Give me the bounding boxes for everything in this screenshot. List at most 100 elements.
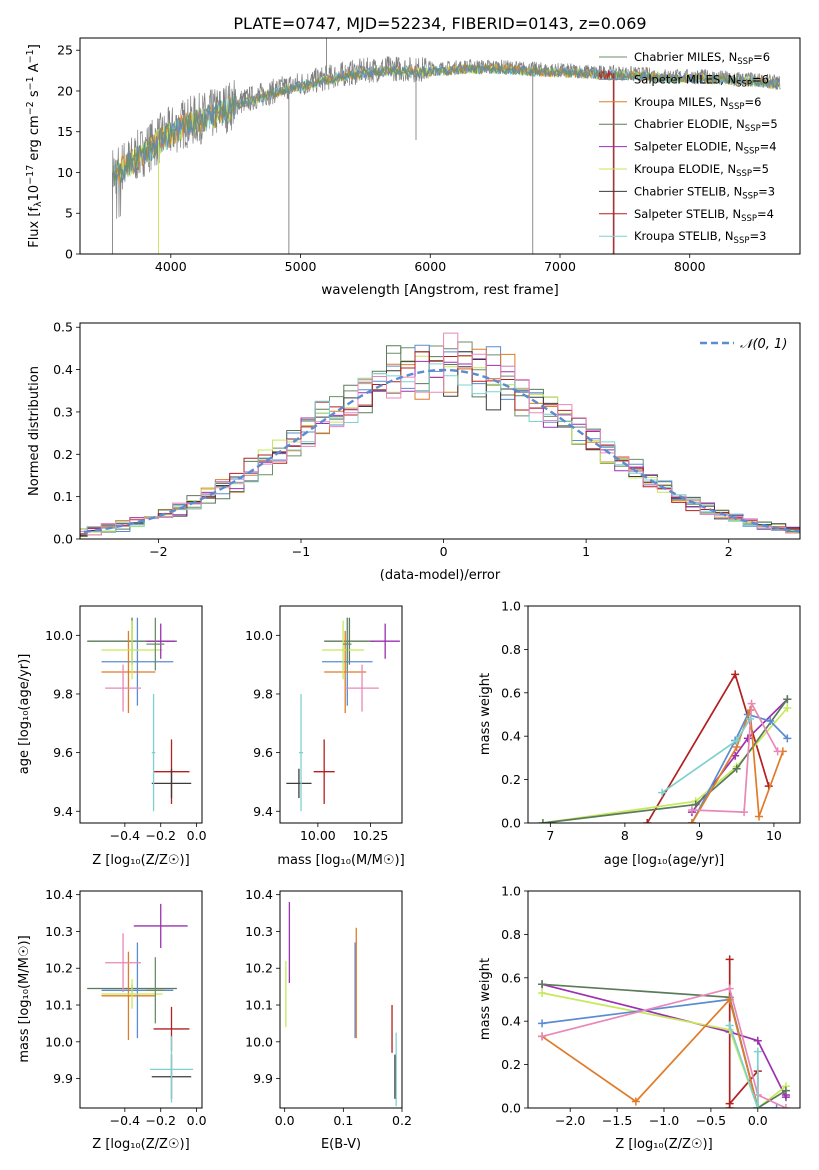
axes-weight_vs_Z: −2.0 −1.5 −1.0 −0.5 0.0 0.0 0.2 0.4 0.6 0.8 1.0 Z [… (478, 884, 801, 1152)
x-tick-label: 6000 (414, 259, 446, 274)
y-axis-label: Flux [fλ10−17 erg cm−2 s−1 A−1] (25, 44, 44, 248)
y-axis-label: mass weight (478, 673, 493, 755)
legend-entry: Chabrier STELIB, NSSP=3 (634, 184, 775, 201)
axes-age_vs_mass: 10.00 10.25 9.4 9.6 9.8 10.0 mass [log₁₀(M/M☉)… (245, 605, 405, 868)
x-tick-label: 0.1 (333, 1113, 353, 1128)
y-tick-label: 0.2 (53, 447, 73, 462)
x-tick-label: −0.2 (146, 828, 176, 843)
axes-frame (79, 605, 203, 824)
y-tick-label: 1.0 (501, 599, 521, 614)
y-axis-label: age [log₁₀(age/yr)] (17, 654, 32, 775)
weight-series (542, 698, 788, 823)
weight-series (728, 1025, 759, 1108)
weight-marker (743, 734, 752, 743)
y-tick-label: 10.2 (245, 961, 273, 976)
x-tick-label: 1 (582, 544, 590, 559)
plot-area-weight_vs_Z (538, 955, 790, 1108)
x-tick-label: 0.0 (187, 828, 207, 843)
axes-age_vs_Z: −0.4 −0.2 0.0 9.4 9.6 9.8 10.0 Z [log₁₀(Z/Z☉)] a… (17, 605, 207, 868)
x-tick-label: 5000 (285, 259, 317, 274)
axes-frame (527, 605, 801, 824)
x-axis-label: wavelength [Angstrom, rest frame] (321, 282, 559, 298)
x-tick-label: −1.0 (649, 1113, 679, 1128)
y-tick-label: 0.8 (501, 642, 521, 657)
data-point (101, 630, 156, 714)
y-tick-label: 9.4 (53, 804, 73, 819)
y-tick-label: 9.9 (53, 1071, 73, 1086)
x-axis-label: Z [log₁₀(Z/Z☉)] (92, 853, 189, 868)
x-axis-label: (data-model)/error (380, 568, 501, 583)
x-axis-label: Z [log₁₀(Z/Z☉)] (615, 1137, 712, 1152)
x-tick-label: 10.00 (300, 828, 336, 843)
weight-series (691, 700, 779, 813)
y-tick-label: 10.4 (245, 887, 273, 902)
x-axis-label: mass [log₁₀(M/M☉)] (277, 853, 404, 868)
y-axis-label: Normed distribution (27, 366, 42, 496)
x-tick-label: 10 (766, 828, 782, 843)
weight-marker (631, 1097, 640, 1106)
plot-area-residuals (80, 332, 800, 537)
weight-marker (766, 717, 775, 726)
legend-entry: Kroupa MILES, NSSP=6 (634, 95, 761, 112)
x-tick-label: 8000 (674, 259, 706, 274)
y-tick-label: 10.0 (245, 1034, 273, 1049)
legend-entry: Chabrier MILES, NSSP=6 (634, 50, 770, 67)
data-point (286, 768, 312, 799)
weight-series (541, 992, 787, 1108)
axes-mass_vs_ebv: 0.0 0.1 0.2 9.9 10.0 10.1 10.2 10.3 10.4 E(B-V) (245, 887, 412, 1152)
axes-frame (279, 890, 403, 1109)
y-tick-label: 9.4 (253, 804, 273, 819)
data-point (151, 768, 192, 799)
x-tick-label: 7 (546, 828, 554, 843)
y-tick-label: 1.0 (501, 884, 521, 899)
x-tick-label: 2 (725, 544, 733, 559)
y-tick-label: 10.3 (245, 924, 273, 939)
y-tick-label: 10 (57, 165, 73, 180)
legend-entry: 𝒩(0, 1) (740, 337, 787, 352)
weight-marker (732, 736, 741, 745)
weight-series (541, 997, 759, 1108)
y-tick-label: 0.2 (501, 1057, 521, 1072)
y-tick-label: 0.0 (53, 532, 73, 547)
data-point (324, 617, 375, 665)
y-tick-label: 0.3 (53, 404, 73, 419)
weight-marker (783, 703, 792, 712)
weight-marker (740, 808, 749, 817)
data-point (345, 664, 379, 712)
y-tick-label: 0.2 (501, 772, 521, 787)
data-point (105, 933, 141, 993)
data-point (370, 623, 400, 659)
weight-marker (725, 955, 734, 964)
x-tick-label: 0.0 (187, 1113, 207, 1128)
x-tick-label: 8 (621, 828, 629, 843)
axes-frame (79, 37, 801, 255)
y-tick-label: 0 (65, 247, 73, 262)
x-axis-label: age [log₁₀(age/yr)] (604, 853, 725, 868)
weight-marker (725, 984, 734, 993)
y-tick-label: 0.6 (501, 685, 521, 700)
weight-marker (773, 747, 782, 756)
y-tick-label: 9.8 (53, 686, 73, 701)
weight-marker (658, 788, 667, 797)
y-tick-label: 10.1 (245, 998, 273, 1013)
axes-frame (527, 890, 801, 1109)
y-tick-label: 10.1 (45, 998, 73, 1013)
weight-marker (746, 706, 755, 715)
x-tick-label: 10.25 (353, 828, 389, 843)
x-tick-label: 0 (440, 544, 448, 559)
data-point (101, 617, 174, 706)
data-point (151, 693, 156, 812)
plot-area-mass_vs_ebv (285, 902, 397, 1107)
y-tick-label: 0.4 (501, 1014, 521, 1029)
data-point (101, 979, 163, 1009)
axes-weight_vs_age: 7 8 9 10 0.0 0.2 0.4 0.6 0.8 1.0 age [log₁₀(age/yr… (478, 599, 801, 868)
weight-marker (755, 812, 764, 821)
data-point (146, 957, 165, 1024)
weight-marker (753, 1036, 762, 1045)
data-point (101, 620, 163, 680)
y-axis-label: mass [log₁₀(M/M☉)] (17, 935, 32, 1062)
weight-marker (753, 1104, 762, 1108)
y-tick-label: 0.1 (53, 489, 73, 504)
plot-area-weight_vs_age (538, 670, 792, 823)
